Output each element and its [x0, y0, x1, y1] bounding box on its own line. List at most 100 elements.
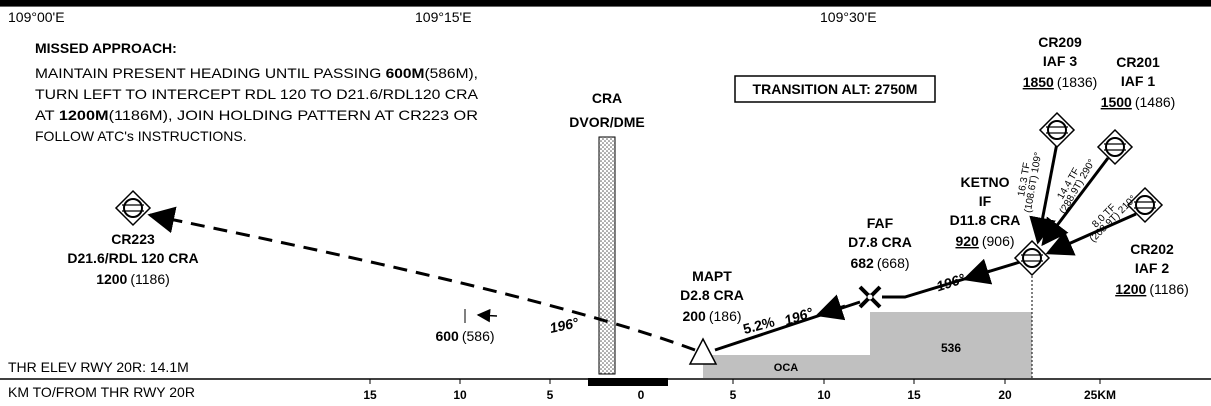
- runway-bar: [588, 378, 668, 386]
- fix-label: D2.8 CRA: [680, 287, 744, 303]
- symbol-cross: [1021, 254, 1043, 262]
- fix-label: KETNO: [961, 174, 1010, 190]
- final-arrow: [815, 294, 846, 321]
- missed-approach-line: AT 1200M (1186M), JOIN HOLDING PATTERN AT…: [35, 107, 478, 123]
- scale-label: 5: [547, 388, 554, 402]
- height: (186): [709, 308, 742, 324]
- text-segment: AT: [35, 107, 59, 123]
- fix-altitude: 1850 (1836): [1023, 74, 1098, 90]
- fix-label: FAF: [867, 215, 894, 231]
- faf-center: [866, 293, 874, 301]
- altitude: 1500: [1101, 94, 1132, 110]
- initial-leg: [1041, 157, 1110, 247]
- fix-altitude: 682 (668): [850, 255, 909, 271]
- waypoint-symbol: [1038, 111, 1076, 149]
- navaid-pillar: [598, 136, 616, 375]
- text-segment: FOLLOW ATC's INSTRUCTIONS.: [35, 128, 247, 144]
- navaid-name: CRA: [592, 90, 622, 106]
- thr-elev: THR ELEV RWY 20R: 14.1M: [8, 359, 189, 375]
- missed-approach-line: TURN LEFT TO INTERCEPT RDL 120 TO D21.6/…: [35, 86, 479, 102]
- symbol-cross: [122, 204, 144, 212]
- missed-approach-line: FOLLOW ATC's INSTRUCTIONS.: [35, 128, 247, 144]
- oca-box: [703, 355, 870, 378]
- oca-label: OCA: [774, 362, 799, 374]
- fix-altitude: 1200 (1186): [1115, 281, 1189, 297]
- waypoint-symbol: [1096, 128, 1134, 166]
- fix-altitude: 1500 (1486): [1101, 94, 1176, 110]
- fix-label: CR209: [1038, 34, 1082, 50]
- altitude: 600: [435, 328, 459, 344]
- symbol-ring: [1135, 195, 1155, 215]
- waypoint-symbol: [114, 189, 152, 227]
- fix-label: IAF 1: [1121, 73, 1155, 89]
- text-segment: (1186M), JOIN HOLDING PATTERN AT CR223 O…: [109, 107, 478, 123]
- track-label: 196°: [934, 270, 967, 294]
- stepdown-altitude: 600 (586): [435, 328, 494, 344]
- track-label: 196°: [782, 304, 815, 328]
- top-border: [0, 0, 1211, 6]
- longitude-label: 109°15'E: [415, 9, 472, 25]
- initial-leg: [1045, 212, 1137, 256]
- scale-label: 5: [730, 388, 737, 402]
- fix-label: IAF 2: [1135, 260, 1169, 276]
- fix-label: CR202: [1130, 241, 1174, 257]
- height: (586): [462, 328, 495, 344]
- scale-label: 25KM: [1084, 388, 1116, 402]
- height: (906): [982, 233, 1015, 249]
- text-segment: 600M: [386, 65, 425, 81]
- mapt-triangle: [688, 337, 718, 365]
- navaid-type: DVOR/DME: [569, 114, 644, 130]
- longitude-label: 109°00'E: [8, 9, 65, 25]
- altitude: 200: [682, 308, 706, 324]
- oca-box: [870, 312, 1032, 378]
- scale-label: 20: [998, 388, 1012, 402]
- oca-value: 536: [941, 341, 961, 355]
- scale-label: 15: [907, 388, 921, 402]
- symbol-ring: [1022, 248, 1042, 268]
- height: (1186): [130, 271, 169, 287]
- longitude-label: 109°30'E: [820, 9, 877, 25]
- fix-altitude: 920 (906): [955, 233, 1014, 249]
- fix-label: IAF 3: [1043, 53, 1077, 69]
- transition-box: [734, 75, 936, 103]
- height: (1186): [1149, 281, 1188, 297]
- faf-symbol: [858, 285, 882, 309]
- fix-label: D11.8 CRA: [950, 212, 1021, 228]
- top-rule: [0, 6, 1211, 7]
- fix-label: D7.8 CRA: [848, 234, 912, 250]
- symbol-ring: [1105, 137, 1125, 157]
- fix-altitude: 1200 (1186): [96, 271, 170, 287]
- scale-label: 10: [817, 388, 831, 402]
- fix-label: D21.6/RDL 120 CRA: [67, 250, 198, 266]
- fix-label: MAPT: [692, 268, 732, 284]
- fix-label: IF: [979, 193, 992, 209]
- scale-title: KM TO/FROM THR RWY 20R: [8, 384, 195, 400]
- track-label: 196°: [548, 314, 580, 336]
- fix-label: CR201: [1116, 54, 1160, 70]
- altitude: 1850: [1023, 74, 1054, 90]
- intermediate-arrow: [962, 258, 993, 285]
- missed-approach-line: MAINTAIN PRESENT HEADING UNTIL PASSING 6…: [35, 65, 478, 81]
- waypoint-symbol: [1013, 239, 1051, 277]
- fix-altitude: 200 (186): [682, 308, 741, 324]
- height: (668): [877, 255, 910, 271]
- gradient-label: 5.2%: [741, 313, 776, 337]
- height: (1836): [1057, 74, 1097, 90]
- text-segment: MAINTAIN PRESENT HEADING UNTIL PASSING: [35, 65, 386, 81]
- symbol-cross: [1046, 126, 1068, 134]
- text-segment: (586M),: [424, 65, 478, 81]
- height: (1486): [1135, 94, 1175, 110]
- symbol-ring: [1047, 120, 1067, 140]
- altitude: 1200: [1115, 281, 1146, 297]
- transition-alt: TRANSITION ALT: 2750M: [753, 81, 918, 97]
- missed-approach-path: [147, 206, 696, 352]
- scale-label: 15: [363, 388, 377, 402]
- altitude: 682: [850, 255, 874, 271]
- symbol-cross: [1134, 201, 1156, 209]
- text-segment: 1200M: [59, 107, 109, 123]
- stepdown-arrow: [476, 308, 498, 323]
- waypoint-symbol: [1126, 186, 1164, 224]
- symbol-cross: [1104, 143, 1126, 151]
- scale-label: 10: [453, 388, 467, 402]
